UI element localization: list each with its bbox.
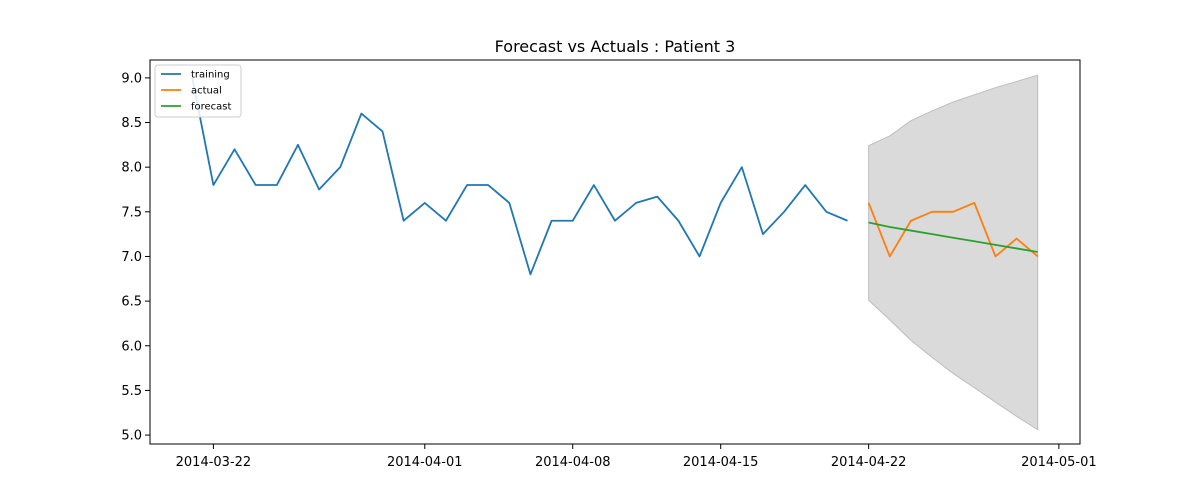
series-line-training <box>191 77 848 276</box>
series-line-actual <box>867 201 1039 258</box>
y-tick-label: 7.5 <box>121 205 142 220</box>
x-tick-label: 2014-03-22 <box>176 455 252 470</box>
y-tick-label: 5.5 <box>121 384 142 399</box>
x-tick-label: 2014-04-22 <box>831 455 907 470</box>
x-tick-label: 2014-04-08 <box>535 455 611 470</box>
legend-label-forecast: forecast <box>191 102 232 113</box>
y-axis: 5.0 5.5 6.0 6.5 7.0 7.5 8.0 8.5 9.0 <box>121 71 150 444</box>
legend-box <box>154 64 242 118</box>
y-tick-label: 6.0 <box>121 339 142 354</box>
confidence-band-layer <box>868 74 1039 431</box>
x-tick-label: 2014-04-15 <box>683 455 759 470</box>
x-tick-label: 2014-05-01 <box>1021 455 1097 470</box>
y-tick-label: 9.0 <box>121 71 142 86</box>
series-layer <box>191 77 1039 276</box>
legend-label-training: training <box>191 70 230 81</box>
plot-area-frame <box>149 59 1081 445</box>
legend-label-actual: actual <box>191 86 222 97</box>
y-tick-label: 7.0 <box>121 250 142 265</box>
chart-title: Forecast vs Actuals : Patient 3 <box>495 37 736 56</box>
x-axis: 2014-03-22 2014-04-01 2014-04-08 2014-04-15… <box>176 444 1097 470</box>
confidence-band <box>868 74 1039 431</box>
series-line-forecast <box>868 221 1038 253</box>
y-tick-label: 6.5 <box>121 295 142 310</box>
x-tick-label: 2014-04-01 <box>387 455 463 470</box>
y-tick-label: 8.5 <box>121 116 142 131</box>
y-tick-label: 5.0 <box>121 429 142 444</box>
legend: training actual forecast <box>154 64 242 118</box>
y-tick-label: 8.0 <box>121 161 142 176</box>
